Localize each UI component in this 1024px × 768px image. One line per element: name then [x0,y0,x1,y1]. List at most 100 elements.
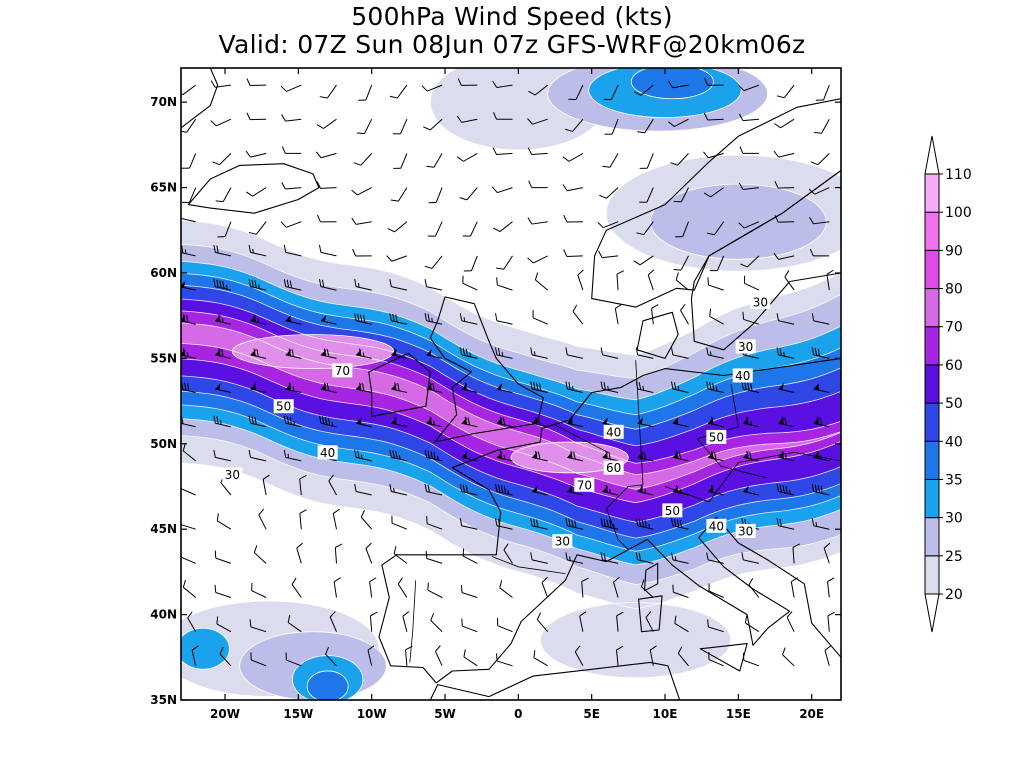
wind-barb [213,244,232,257]
wind-barb [285,382,302,393]
wind-barb [531,416,548,428]
contour-label: 30 [552,534,573,549]
wind-barb [708,583,724,598]
wind-barb [604,119,619,135]
lat-tick-label: 70N [150,95,177,109]
contour-label: 30 [735,339,756,354]
wind-barb [567,417,584,428]
wind-barb [358,84,373,101]
wind-barb [391,416,408,428]
lat-tick-label: 40N [150,608,177,622]
wind-barb [318,415,337,428]
wind-barb [250,348,267,359]
svg-text:70: 70 [577,478,592,492]
isotach-line-60 [181,310,841,504]
wind-barb [354,279,372,291]
wind-barb [210,118,232,127]
wind-barb [527,147,548,155]
wind-barb [191,645,199,666]
wind-barb [181,153,197,169]
colorbar-label: 30 [945,511,963,527]
wind-barb [214,550,232,564]
wind-barb [613,576,620,598]
wind-barb [499,580,513,598]
wind-barb [530,347,548,359]
wind-barb [492,147,513,155]
wind-barb [182,579,197,598]
isotach-contours [181,219,841,610]
wind-barb [181,416,196,428]
wind-barb [602,153,619,168]
wind-barb [530,381,548,393]
wind-barb [706,552,724,564]
lat-tick-label: 65N [150,181,177,195]
lat-tick-label: 55N [150,351,177,365]
colorbar-label: 90 [945,243,963,259]
wind-barb [743,275,760,291]
speed-area-11 [539,602,732,679]
wind-barb [434,645,443,667]
wind-barb [245,150,267,158]
colorbar-label: 40 [945,434,963,450]
wind-barb [426,416,443,428]
wind-barb [565,347,584,359]
wind-barb [637,450,654,462]
wind-barb [354,449,372,462]
coastline-iceland [187,163,320,214]
wind-barb [424,255,443,269]
lon-tick-label: 20E [799,707,824,721]
colorbar-label: 25 [945,549,963,565]
wind-barb [577,269,584,291]
wind-barb [565,518,584,530]
wind-barb [673,187,689,203]
wind-barb [740,255,760,268]
colorbar-swatch-30 [924,478,940,519]
coastline-sweden [690,169,841,351]
border-line-5 [696,383,767,479]
wind-barb [774,180,795,189]
wind-barb [353,153,373,166]
wind-barb [248,449,267,462]
wind-barb [790,577,798,598]
wind-barb [219,646,232,667]
isotach-line-30 [181,260,841,566]
wind-barb [709,255,725,272]
wind-barb [369,611,378,632]
border-line-1 [491,556,566,574]
svg-text:40: 40 [735,369,750,383]
wind-barb [355,382,372,393]
wind-barb [813,383,830,393]
wind-barb [316,214,337,223]
wind-barb [494,518,513,530]
wind-barb [386,255,408,262]
wind-barb [707,416,724,428]
colorbar-swatch-80 [924,249,940,290]
wind-barb [287,614,302,633]
wind-barb [635,552,654,564]
colorbar-swatch-60 [924,326,940,366]
wind-barb [405,645,413,666]
wind-barb [215,314,232,325]
wind-barb [250,652,267,667]
wind-barb [187,611,197,632]
wind-barb [319,84,337,99]
wind-barb [430,613,443,633]
lat-tick-label: 45N [150,522,177,536]
wind-barb [216,513,232,530]
wind-barb [356,118,373,134]
wind-barb [354,483,372,496]
wind-barb [744,615,760,633]
wind-barb [389,483,408,496]
wind-barb [565,118,584,132]
wind-barb [316,181,337,189]
wind-barb [616,611,624,632]
svg-text:40: 40 [709,519,724,533]
contour-label: 70 [332,363,353,378]
speed-area-5 [649,183,827,260]
wind-barb [565,552,584,564]
border-line-0 [605,360,644,550]
colorbar-swatch-100 [924,173,940,213]
wind-barb [670,153,689,166]
wind-barb [426,382,443,393]
wind-barb [459,187,478,201]
